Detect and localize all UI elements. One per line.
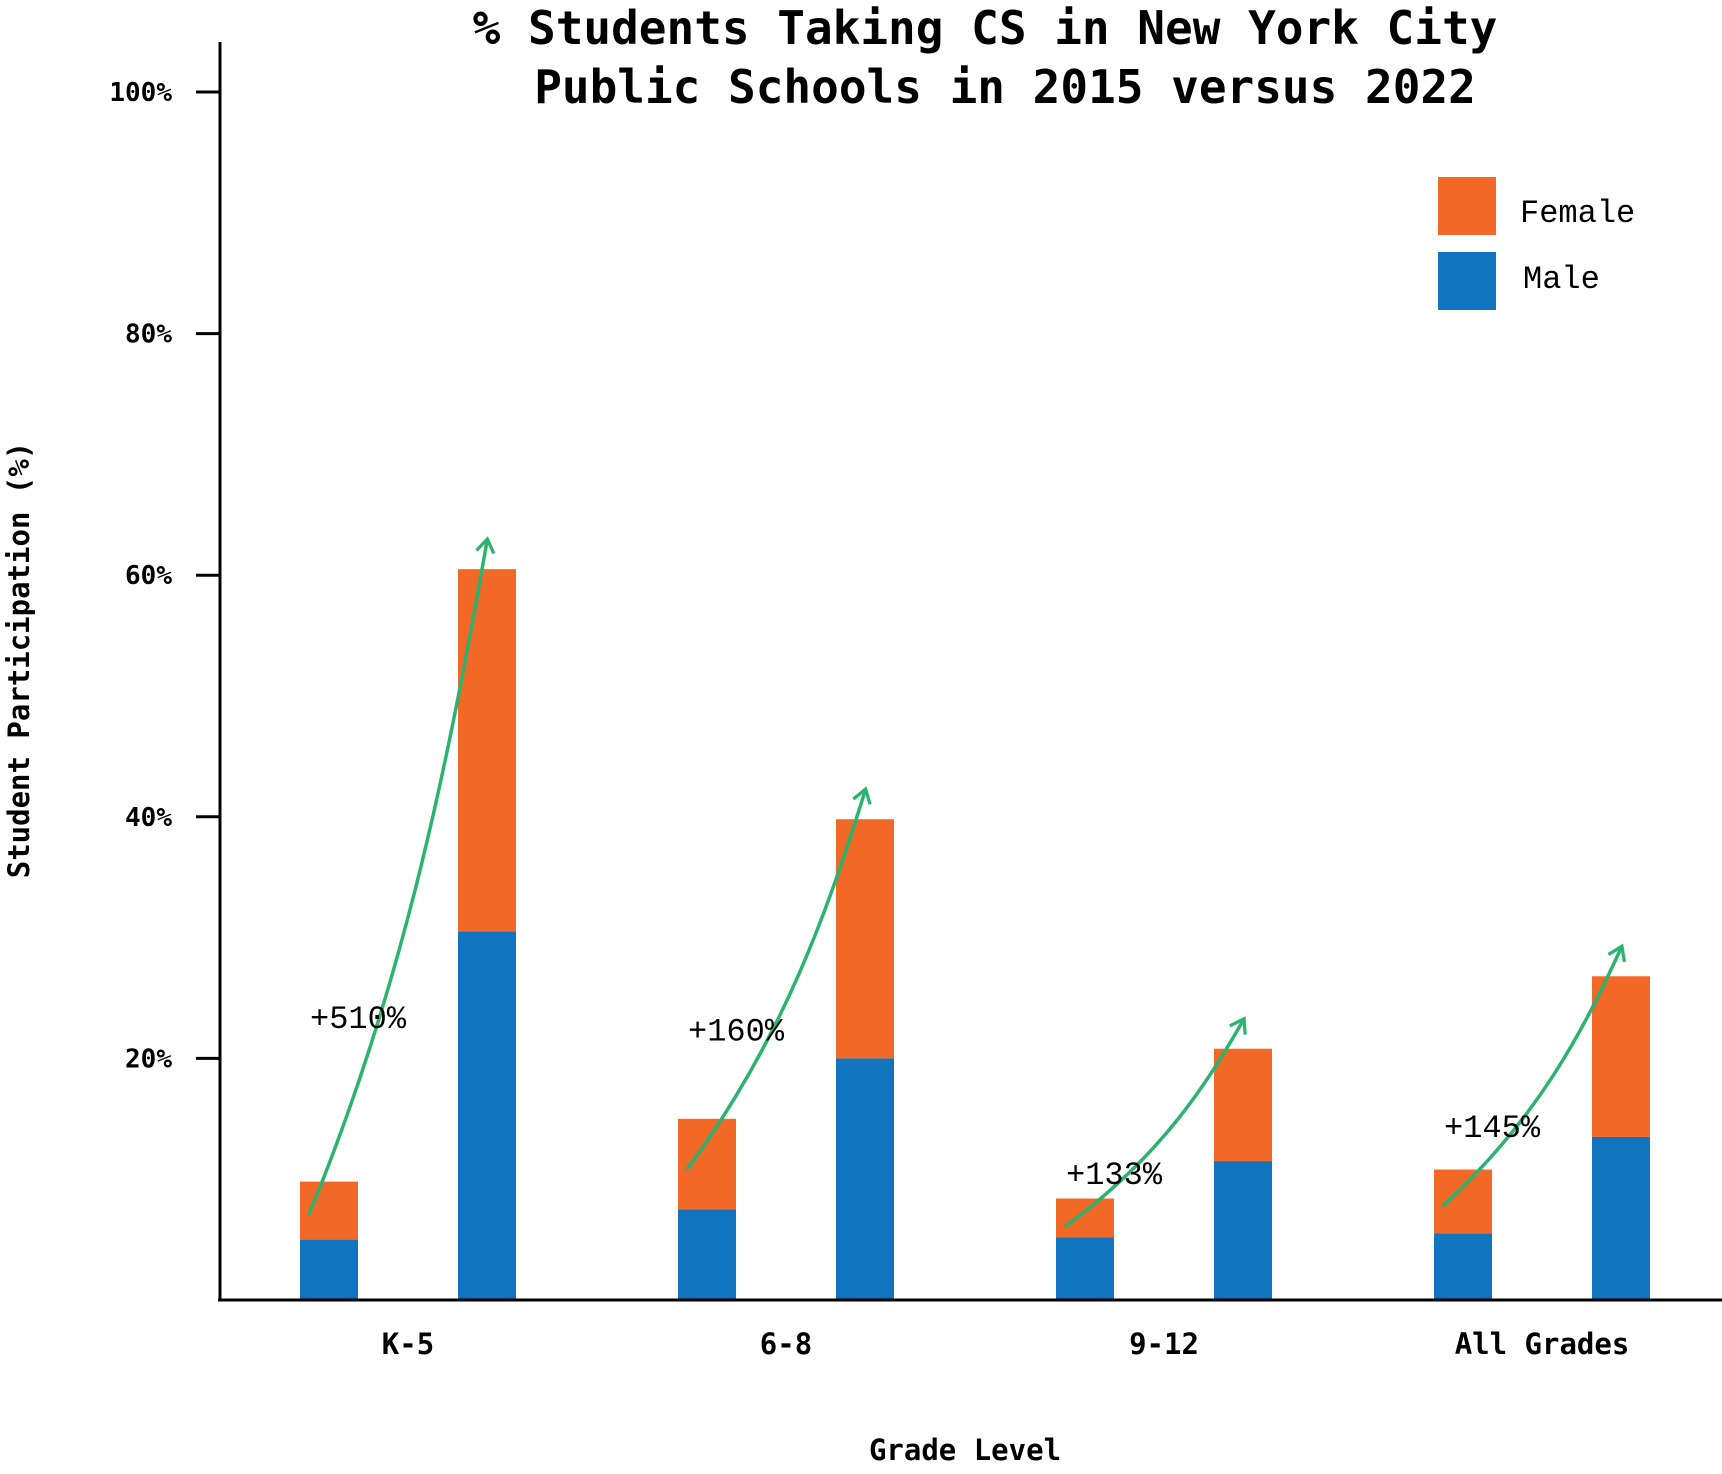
bars-group <box>300 569 1650 1300</box>
growth-annotation: +133% <box>1066 1157 1163 1194</box>
legend-swatch-female <box>1438 177 1496 235</box>
x-category-label: 9-12 <box>1129 1327 1199 1361</box>
chart-title-line-2: Public Schools in 2015 versus 2022 <box>534 60 1476 114</box>
bar-female-2015 <box>1434 1169 1492 1234</box>
x-category-label: All Grades <box>1455 1327 1630 1361</box>
bar-male-2022 <box>836 1058 894 1300</box>
bar-female-2015 <box>678 1118 736 1210</box>
growth-arrow <box>1441 943 1627 1208</box>
growth-annotation: +160% <box>688 1013 785 1050</box>
growth-arrow <box>307 536 496 1216</box>
annotations-group: +510% +160% +133% +145% <box>310 1001 1541 1194</box>
legend-label-male: Male <box>1523 261 1600 298</box>
bar-female-2015 <box>1056 1198 1114 1238</box>
y-tick-label: 40% <box>125 803 172 833</box>
x-categories-group: K-5 6-8 9-12 All Grades <box>382 1327 1630 1361</box>
bar-female-2022 <box>836 819 894 1059</box>
growth-annotation: +510% <box>310 1001 407 1038</box>
legend: Female Male <box>1438 177 1635 310</box>
growth-arrows-group <box>307 536 1627 1229</box>
bar-female-2022 <box>1214 1048 1272 1162</box>
chart-title-line-1: % Students Taking CS in New York City <box>473 1 1498 55</box>
bar-female-2022 <box>1592 976 1650 1137</box>
bar-male-2015 <box>678 1209 736 1300</box>
y-tick-label: 80% <box>125 320 172 350</box>
y-ticks-group: 20% 40% 60% 80% 100% <box>109 78 220 1074</box>
y-tick-label: 60% <box>125 561 172 591</box>
bar-male-2022 <box>458 931 516 1300</box>
bar-male-2022 <box>1214 1161 1272 1300</box>
x-category-label: 6-8 <box>760 1327 812 1361</box>
growth-arrow <box>685 786 872 1171</box>
growth-arrow <box>1063 1016 1247 1229</box>
y-tick-label: 20% <box>125 1044 172 1074</box>
y-axis-label: Student Participation (%) <box>2 442 36 879</box>
growth-annotation: +145% <box>1444 1110 1541 1147</box>
bar-male-2015 <box>1056 1237 1114 1300</box>
bar-male-2015 <box>300 1239 358 1300</box>
bar-male-2022 <box>1592 1136 1650 1300</box>
bar-female-2022 <box>458 569 516 932</box>
legend-swatch-male <box>1438 252 1496 310</box>
x-axis-label: Grade Level <box>869 1433 1061 1467</box>
bar-male-2015 <box>1434 1233 1492 1300</box>
y-tick-label: 100% <box>109 78 172 108</box>
legend-label-female: Female <box>1520 195 1635 232</box>
x-category-label: K-5 <box>382 1327 434 1361</box>
